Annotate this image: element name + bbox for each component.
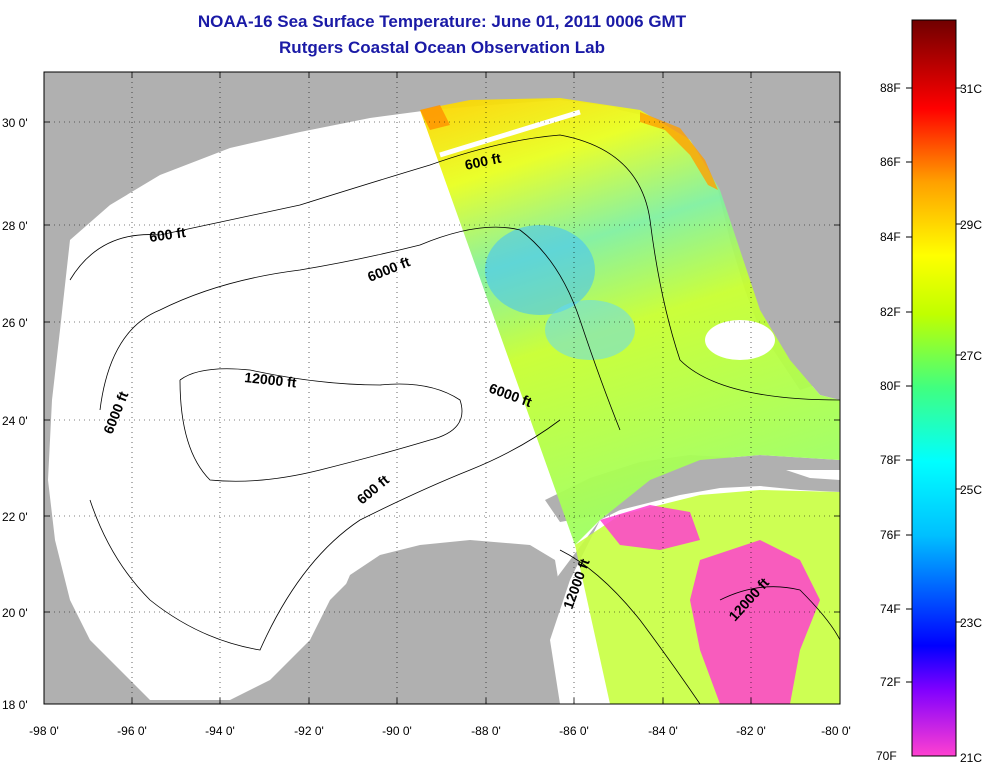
lon-label: -90 0' <box>382 724 412 738</box>
lat-label: 18 0' <box>2 698 28 712</box>
lat-label: 26 0' <box>2 316 28 330</box>
map-subtitle: Rutgers Coastal Ocean Observation Lab <box>279 38 605 57</box>
lat-label: 28 0' <box>2 219 28 233</box>
colorbar-f-label: 82F <box>880 305 901 319</box>
colorbar <box>911 19 957 757</box>
colorbar-f-label: 76F <box>880 528 901 542</box>
colorbar-f-label: 88F <box>880 81 901 95</box>
warm-edge <box>640 112 718 190</box>
colorbar-f-label: 78F <box>880 453 901 467</box>
lon-label: -84 0' <box>648 724 678 738</box>
lon-label: -98 0' <box>29 724 59 738</box>
cloud-patch <box>705 320 775 360</box>
colorbar-f-label: 70F <box>876 749 897 763</box>
colorbar-f-label: 84F <box>880 230 901 244</box>
colorbar-f-label: 80F <box>880 379 901 393</box>
lat-label: 30 0' <box>2 116 28 130</box>
map-title: NOAA-16 Sea Surface Temperature: June 01… <box>197 12 687 31</box>
florida-land <box>600 72 840 390</box>
graticule <box>44 72 840 704</box>
colorbar-c-labels: 31C 29C 27C 25C 23C 21C <box>960 82 982 765</box>
contour-label-600ft: 600 ft <box>148 224 187 245</box>
lon-label: -92 0' <box>294 724 324 738</box>
frame-ticks <box>44 72 840 704</box>
bathymetry-contours <box>69 134 840 704</box>
colorbar-f-label: 72F <box>880 675 901 689</box>
lon-label: -88 0' <box>471 724 501 738</box>
colorbar-c-label: 25C <box>960 483 982 497</box>
colorbar-c-label: 23C <box>960 616 982 630</box>
lat-label: 22 0' <box>2 510 28 524</box>
lat-label: 20 0' <box>2 606 28 620</box>
lon-label: -94 0' <box>205 724 235 738</box>
cloud-patch <box>690 540 820 704</box>
colorbar-f-label: 74F <box>880 602 901 616</box>
warm-edge <box>420 105 450 130</box>
colorbar-c-label: 31C <box>960 82 982 96</box>
colorbar-c-label: 21C <box>960 751 982 765</box>
yucatan-land <box>300 540 560 704</box>
cool-patch <box>545 300 635 360</box>
lon-label: -96 0' <box>117 724 147 738</box>
map-area: 600 ft 600 ft 6000 ft 12000 ft 6000 ft 6… <box>44 72 840 704</box>
lon-label: -80 0' <box>821 724 851 738</box>
swath-gap <box>439 109 581 158</box>
lon-label: -86 0' <box>559 724 589 738</box>
colorbar-c-label: 29C <box>960 218 982 232</box>
colorbar-f-label: 86F <box>880 155 901 169</box>
colorbar-f-labels: 88F 86F 84F 82F 80F 78F 76F 74F 72F 70F <box>876 81 901 763</box>
lat-label: 24 0' <box>2 414 28 428</box>
colorbar-ticks <box>906 87 962 683</box>
cool-patch <box>485 225 595 315</box>
contour-label-12000ft: 12000 ft <box>244 369 298 390</box>
map-frame <box>43 71 841 705</box>
lon-label: -82 0' <box>736 724 766 738</box>
colorbar-c-label: 27C <box>960 349 982 363</box>
contour-label-600ft: 600 ft <box>463 150 502 173</box>
